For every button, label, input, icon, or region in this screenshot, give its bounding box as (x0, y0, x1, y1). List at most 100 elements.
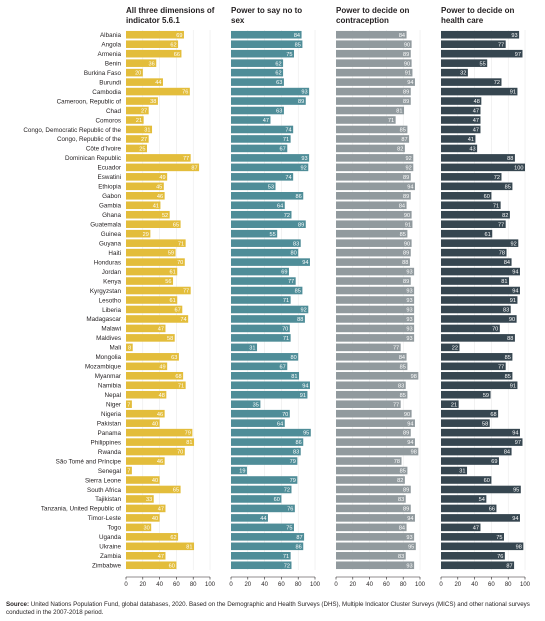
value-label-p3-sao-tome-and-principe: 78 (394, 459, 400, 465)
bar-p2-haiti (231, 248, 299, 257)
value-label-p4-liberia: 83 (503, 308, 509, 314)
value-label-p2-tajikistan: 60 (274, 497, 280, 503)
value-label-p2-mali: 31 (249, 345, 255, 351)
value-label-p3-lesotho: 93 (406, 298, 412, 304)
category-label-guatemala: Guatemala (90, 222, 121, 229)
value-label-p4-rwanda: 84 (504, 450, 510, 456)
value-label-p2-madagascar: 88 (297, 317, 303, 323)
bar-p3-cameroon-republic-of (336, 97, 411, 105)
bar-p3-congo-democratic-republic-of-the (336, 125, 408, 134)
bar-p4-lesotho (441, 296, 518, 304)
bar-p3-gambia (336, 201, 407, 210)
bar-p4-liberia (441, 305, 511, 314)
category-label-mali: Mali (109, 345, 121, 352)
value-label-p2-niger: 35 (253, 402, 259, 408)
value-label-p3-comoros: 71 (388, 118, 394, 124)
bar-p2-liberia (231, 305, 309, 314)
category-label-malawi: Malawi (101, 326, 121, 333)
bar-p2-rwanda (231, 447, 301, 456)
bar-p2-benin (231, 59, 284, 67)
x-tick-label-p2-20: 20 (244, 582, 251, 588)
value-label-p2-gabon: 86 (296, 194, 302, 200)
value-label-p2-togo: 75 (286, 525, 292, 531)
bar-p2-gabon (231, 192, 304, 200)
value-label-p2-ukraine: 86 (296, 544, 302, 550)
value-label-p4-tanzania-united-republic-of: 66 (489, 507, 495, 513)
value-label-p2-sao-tome-and-principe: 79 (290, 459, 296, 465)
value-label-p1-ghana: 52 (162, 213, 168, 219)
bar-p1-maldives (126, 334, 175, 342)
bar-p2-philippines (231, 438, 304, 446)
value-label-p3-rwanda: 98 (411, 450, 417, 456)
value-label-p1-pakistan: 40 (152, 421, 158, 427)
value-label-p2-lesotho: 71 (283, 298, 289, 304)
value-label-p3-namibia: 83 (398, 383, 404, 389)
bar-p1-cameroon-republic-of (126, 97, 158, 105)
value-label-p4-cameroon-republic-of: 48 (474, 99, 480, 105)
value-label-p4-burundi: 72 (494, 80, 500, 86)
bar-p3-albania (336, 30, 407, 39)
bar-p4-nigeria (441, 409, 499, 418)
bar-p4-sao-tome-and-principe (441, 457, 499, 465)
bar-p2-burundi (231, 78, 284, 86)
x-tick-label-p3-0: 0 (334, 582, 338, 588)
bar-p4-ghana (441, 210, 510, 219)
value-label-p1-chad: 27 (141, 109, 147, 115)
bar-p1-pakistan (126, 419, 160, 427)
x-tick-label-p4-20: 20 (454, 582, 461, 588)
category-label-guinea: Guinea (101, 231, 122, 238)
bar-p2-gambia (231, 201, 285, 210)
value-label-p3-mongolia: 84 (399, 355, 405, 361)
value-label-p2-myanmar: 81 (291, 374, 297, 380)
bar-p3-cambodia (336, 87, 411, 96)
bar-p2-malawi (231, 324, 290, 333)
value-label-p3-cambodia: 89 (403, 90, 409, 96)
x-tick-label-p3-100: 100 (415, 582, 426, 588)
category-label-senegal: Senegal (98, 468, 121, 475)
value-label-p2-armenia: 75 (286, 52, 292, 58)
x-tick-label-p3-40: 40 (366, 582, 373, 588)
bar-p4-senegal (441, 466, 468, 475)
value-label-p4-cambodia: 91 (510, 90, 516, 96)
bar-p3-tanzania-united-republic-of (336, 504, 411, 513)
bar-p4-guinea (441, 229, 493, 238)
value-label-p1-mongolia: 63 (171, 355, 177, 361)
value-label-p4-armenia: 97 (515, 52, 521, 58)
bar-p4-cambodia (441, 87, 518, 96)
bar-p2-eswatini (231, 173, 294, 181)
category-label-tajikistan: Tajikistan (95, 496, 121, 503)
bar-p1-myanmar (126, 372, 184, 380)
value-label-p3-gabon: 89 (403, 194, 409, 200)
bar-p4-congo-democratic-republic-of-the (441, 125, 481, 134)
bar-p2-cambodia (231, 87, 310, 96)
value-label-p4-uganda: 75 (496, 535, 502, 541)
category-label-zambia: Zambia (100, 553, 121, 560)
value-label-p1-timor-leste: 40 (152, 516, 158, 522)
value-label-p4-namibia: 91 (510, 383, 516, 389)
bar-p3-dominican-republic (336, 154, 414, 162)
bar-p2-ukraine (231, 542, 304, 551)
bar-p2-kyrgyzstan (231, 286, 303, 295)
bar-p4-rwanda (441, 447, 512, 456)
bar-p1-togo (126, 523, 152, 532)
value-label-p4-lesotho: 91 (510, 298, 516, 304)
category-label-madagascar: Madagascar (86, 316, 121, 323)
bar-p3-madagascar (336, 315, 415, 323)
bar-p4-ethiopia (441, 182, 513, 191)
value-label-p1-madagascar: 74 (180, 317, 186, 323)
category-label-namibia: Namibia (98, 383, 122, 390)
value-label-p3-tanzania-united-republic-of: 89 (403, 507, 409, 513)
category-label-armenia: Armenia (98, 51, 122, 58)
value-label-p3-ecuador: 92 (406, 165, 412, 171)
bar-p2-comoros (231, 116, 271, 124)
bar-p2-panama (231, 428, 311, 437)
bar-p3-tajikistan (336, 495, 406, 503)
value-label-p1-cambodia: 76 (182, 90, 188, 96)
x-tick-label-p1-80: 80 (190, 582, 197, 588)
value-label-p3-nepal: 85 (400, 393, 406, 399)
bar-p1-benin (126, 59, 157, 67)
category-label-timor-leste: Timor-Leste (88, 515, 122, 522)
bar-p4-ukraine (441, 542, 524, 551)
value-label-p1-gabon: 46 (157, 194, 163, 200)
bar-p1-tanzania-united-republic-of (126, 504, 166, 513)
